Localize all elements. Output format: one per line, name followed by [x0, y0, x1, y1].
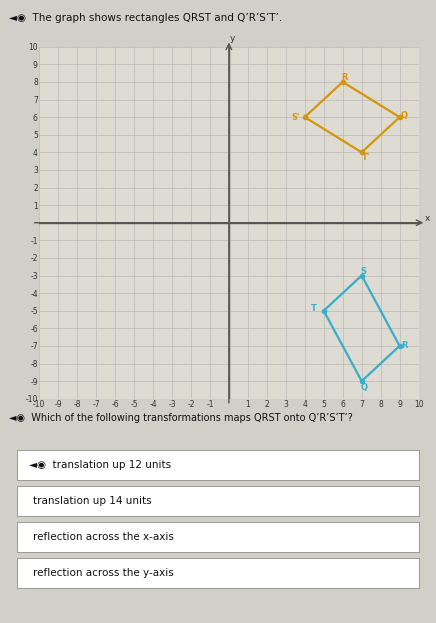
Text: y: y: [230, 34, 235, 43]
Text: reflection across the y-axis: reflection across the y-axis: [34, 568, 174, 578]
Text: reflection across the x-axis: reflection across the x-axis: [34, 532, 174, 542]
Text: R: R: [401, 341, 408, 350]
Text: x: x: [425, 214, 431, 223]
Text: S: S: [361, 267, 367, 275]
Text: R: R: [341, 73, 348, 82]
Text: S': S': [291, 113, 300, 121]
Text: ◄◉  translation up 12 units: ◄◉ translation up 12 units: [30, 460, 172, 470]
Text: T: T: [311, 305, 317, 313]
Text: T': T': [362, 153, 371, 162]
Text: ◄◉  Which of the following transformations maps QRST onto Q’R’S’T’?: ◄◉ Which of the following transformation…: [9, 413, 352, 423]
Text: Q: Q: [361, 383, 368, 392]
Text: ◄◉  The graph shows rectangles QRST and Q’R’S’T’.: ◄◉ The graph shows rectangles QRST and Q…: [9, 13, 282, 23]
Text: translation up 14 units: translation up 14 units: [34, 496, 152, 506]
Text: Q: Q: [401, 111, 408, 120]
